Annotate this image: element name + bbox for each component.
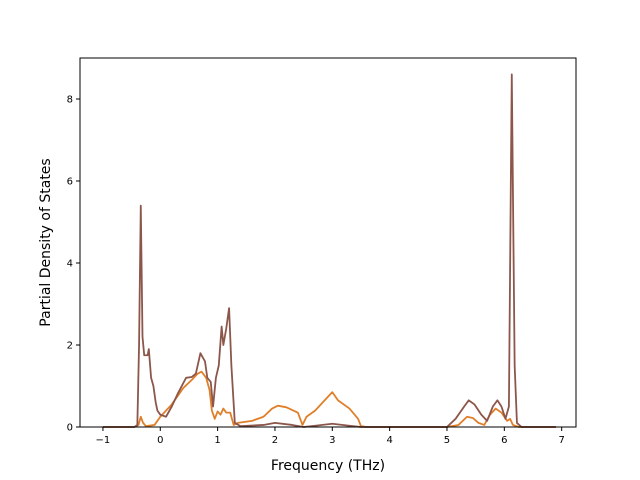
y-tick-label: 8 (67, 95, 73, 106)
x-tick-label: 2 (272, 435, 278, 446)
x-tick-label: 6 (501, 435, 507, 446)
series-line-2 (102, 73, 556, 428)
x-tick-label: 4 (386, 435, 392, 446)
y-tick-label: 2 (67, 341, 73, 352)
y-tick-label: 4 (67, 259, 73, 270)
plot-frame (79, 57, 577, 428)
series-line-1 (102, 370, 556, 428)
y-axis-label: Partial Density of States (38, 158, 54, 326)
x-tick-label: 7 (558, 435, 564, 446)
x-tick-label: −1 (96, 435, 111, 446)
x-tick-label: 3 (329, 435, 335, 446)
x-tick-label: 5 (444, 435, 450, 446)
x-tick-label: 0 (157, 435, 163, 446)
y-tick-label: 0 (67, 423, 73, 434)
x-axis-ticks: −1 0 1 2 3 4 5 6 7 (96, 427, 565, 446)
y-axis-ticks: 0 2 4 6 8 (67, 95, 80, 434)
x-axis-label: Frequency (THz) (271, 458, 385, 474)
y-tick-label: 6 (67, 177, 73, 188)
x-tick-label: 1 (214, 435, 220, 446)
plot-lines (102, 73, 556, 428)
